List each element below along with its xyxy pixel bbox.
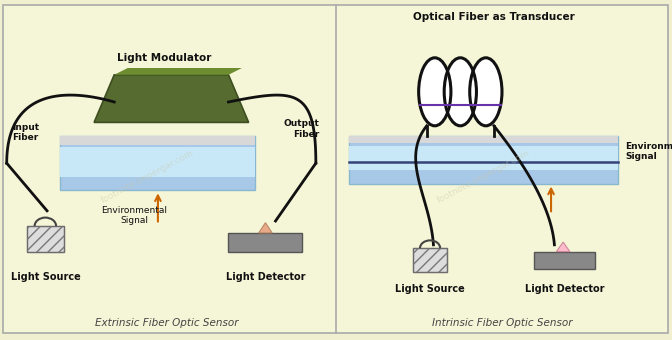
Bar bbox=[60, 147, 255, 177]
Text: Light Source: Light Source bbox=[11, 272, 81, 282]
Text: footnote.impergar.com: footnote.impergar.com bbox=[100, 149, 196, 205]
Text: Light Detector: Light Detector bbox=[226, 272, 305, 282]
Polygon shape bbox=[556, 242, 570, 252]
Bar bbox=[60, 136, 255, 190]
Ellipse shape bbox=[470, 58, 502, 126]
Bar bbox=[349, 136, 618, 143]
Polygon shape bbox=[114, 68, 242, 75]
Bar bbox=[534, 252, 595, 269]
Polygon shape bbox=[259, 223, 272, 233]
Text: Light Modulator: Light Modulator bbox=[118, 53, 212, 63]
Bar bbox=[60, 136, 255, 144]
Text: Output
Fiber: Output Fiber bbox=[284, 119, 319, 139]
Bar bbox=[413, 248, 447, 272]
Ellipse shape bbox=[419, 58, 451, 126]
Ellipse shape bbox=[444, 58, 476, 126]
Bar bbox=[349, 146, 618, 170]
Text: Environmental
Signal: Environmental Signal bbox=[625, 141, 672, 161]
FancyBboxPatch shape bbox=[3, 5, 668, 333]
Bar bbox=[27, 226, 64, 252]
Bar bbox=[228, 233, 302, 252]
Text: Extrinsic Fiber Optic Sensor: Extrinsic Fiber Optic Sensor bbox=[95, 318, 239, 328]
Bar bbox=[413, 248, 447, 272]
Text: Light Detector: Light Detector bbox=[525, 284, 604, 294]
Text: Light Source: Light Source bbox=[395, 284, 465, 294]
Text: footnote.impergar.com: footnote.impergar.com bbox=[436, 149, 532, 205]
Polygon shape bbox=[94, 75, 249, 122]
Bar bbox=[27, 226, 64, 252]
Text: Optical Fiber as Transducer: Optical Fiber as Transducer bbox=[413, 12, 575, 22]
Text: Environmental
Signal: Environmental Signal bbox=[101, 206, 167, 225]
Text: Intrinsic Fiber Optic Sensor: Intrinsic Fiber Optic Sensor bbox=[432, 318, 573, 328]
Text: Input
Fiber: Input Fiber bbox=[12, 123, 39, 142]
Bar bbox=[349, 136, 618, 184]
